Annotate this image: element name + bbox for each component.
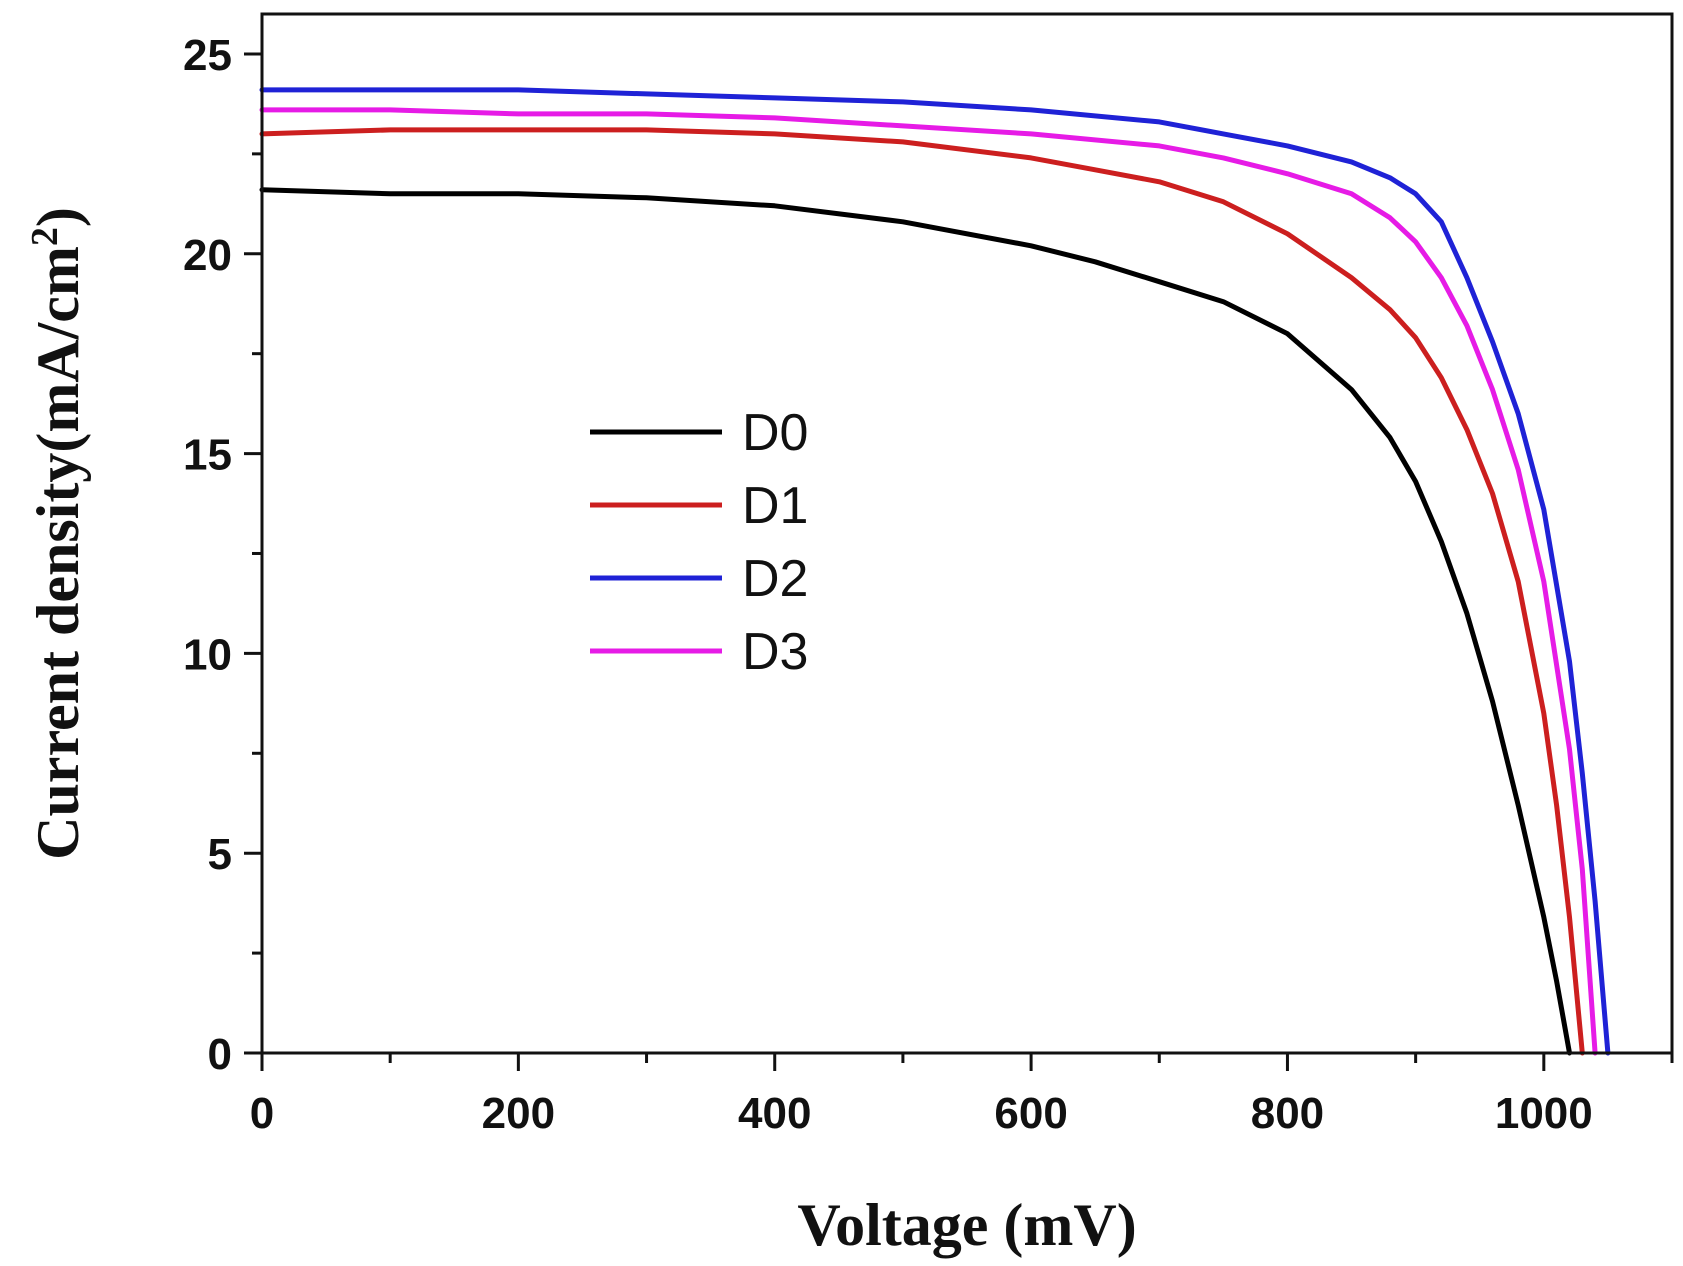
x-tick-label: 800 [1251, 1089, 1324, 1138]
x-tick-label: 400 [738, 1089, 811, 1138]
y-tick-label: 0 [208, 1030, 232, 1079]
legend-label-d2: D2 [742, 550, 808, 608]
series-line-d1 [259, 127, 1585, 1056]
series-line-d2 [259, 87, 1611, 1056]
plot-lines [259, 87, 1611, 1056]
y-axis-title-superscript: 2 [24, 227, 66, 246]
y-tick-label: 20 [183, 231, 232, 280]
y-axis-title: Current density(mA/cm2) [24, 207, 91, 860]
legend-label-d1: D1 [742, 477, 808, 535]
axis-ticks [244, 52, 1674, 1071]
x-tick-label: 600 [994, 1089, 1067, 1138]
x-tick-label: 200 [482, 1089, 555, 1138]
y-axis-title-main: Current density(mA/cm [25, 246, 91, 860]
y-tick-label: 15 [183, 431, 232, 480]
y-tick-label: 10 [183, 630, 232, 679]
y-tick-labels: 0 5 10 15 20 25 [183, 31, 232, 1079]
series-line-d0 [259, 187, 1572, 1056]
legend: D0 D1 D2 D3 [590, 404, 808, 681]
legend-label-d0: D0 [742, 404, 808, 462]
x-tick-label: 0 [250, 1089, 274, 1138]
x-tick-label: 1000 [1495, 1089, 1593, 1138]
y-axis-title-close: ) [25, 207, 91, 227]
plot-frame [260, 12, 1674, 1055]
series-line-d3 [259, 107, 1598, 1056]
x-tick-labels: 0 200 400 600 800 1000 [250, 1089, 1593, 1138]
y-tick-label: 5 [208, 830, 232, 879]
x-axis-title: Voltage (mV) [797, 1192, 1136, 1258]
y-tick-label: 25 [183, 31, 232, 80]
legend-label-d3: D3 [742, 623, 808, 681]
